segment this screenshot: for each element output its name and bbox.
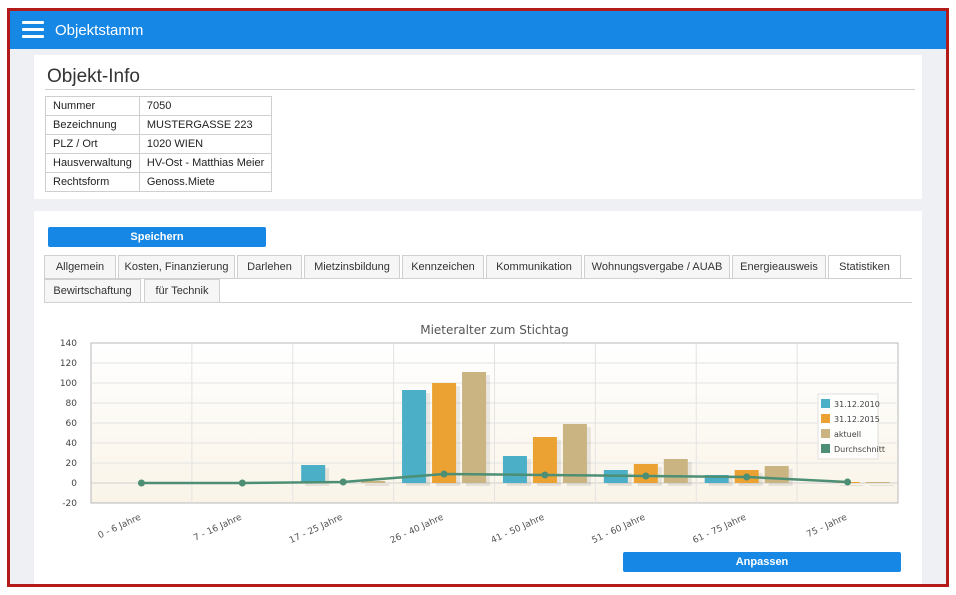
bar-shadow: [839, 485, 864, 486]
info-label: Rechtsform: [45, 172, 140, 192]
legend-swatch: [821, 414, 830, 423]
tab-fuer-technik[interactable]: für Technik: [144, 279, 220, 302]
info-label: Bezeichnung: [45, 115, 140, 135]
average-point: [339, 478, 347, 486]
divider: [44, 302, 912, 303]
info-value: 7050: [138, 96, 273, 116]
save-button[interactable]: Speichern: [48, 227, 266, 247]
tab-bewirtschaftung[interactable]: Bewirtschaftung: [44, 279, 141, 302]
y-tick-label: 100: [60, 379, 77, 389]
y-tick-label: 60: [66, 419, 78, 429]
x-tick-label: 51 - 60 Jahre: [591, 512, 648, 546]
app-frame: Objektstamm Objekt-Info Nummer 7050 Bezei…: [7, 8, 949, 587]
bar: [402, 390, 427, 483]
table-row: PLZ / Ort 1020 WIEN: [45, 134, 273, 154]
bar: [663, 459, 688, 483]
info-value: HV-Ost - Matthias Meier: [138, 153, 273, 173]
x-tick-label: 26 - 40 Jahre: [389, 512, 446, 546]
average-point: [238, 479, 246, 487]
divider: [45, 89, 915, 90]
tab-mietzinsbildung[interactable]: Mietzinsbildung: [304, 255, 400, 278]
average-line: [141, 472, 848, 485]
x-tick-label: 17 - 25 Jahre: [288, 512, 345, 546]
bar: [865, 482, 890, 483]
tab-wohnungsvergabe-auab[interactable]: Wohnungsvergabe / AUAB: [584, 255, 730, 278]
y-tick-label: 140: [60, 339, 77, 349]
table-row: Bezeichnung MUSTERGASSE 223: [45, 115, 273, 135]
legend-label: 31.12.2010: [834, 400, 880, 409]
table-row: Rechtsform Genoss.Miete: [45, 172, 273, 192]
age-statistics-chart: Mieteralter zum Stichtag 140 120 100 80 60 40 2…: [60, 323, 899, 546]
y-tick-label: 120: [60, 359, 77, 369]
bar: [502, 456, 527, 483]
y-tick-label: 40: [66, 439, 78, 449]
legend-label: aktuell: [834, 430, 861, 439]
object-info-card: Objekt-Info Nummer 7050 Bezeichnung MUSTER…: [34, 55, 922, 199]
bar: [361, 481, 386, 483]
x-tick-label: 75 - Jahre: [805, 512, 849, 540]
app-title: Objektstamm: [55, 22, 144, 39]
average-point: [137, 479, 145, 487]
y-tick-label: 80: [66, 399, 78, 409]
adjust-button[interactable]: Anpassen: [623, 552, 901, 572]
bar: [432, 383, 457, 483]
info-label: Nummer: [45, 96, 140, 116]
bar: [562, 424, 587, 483]
table-row: Hausverwaltung HV-Ost - Matthias Meier: [45, 153, 273, 173]
tab-kosten-finanzierung[interactable]: Kosten, Finanzierung: [118, 255, 235, 278]
divider: [44, 278, 912, 279]
x-tick-label: 0 - 6 Jahre: [97, 512, 144, 541]
statistics-card: Speichern Allgemein Kosten, Finanzierung…: [34, 211, 922, 584]
info-label: Hausverwaltung: [45, 153, 140, 173]
y-tick-label: -20: [62, 499, 77, 509]
bar-shadow: [365, 484, 390, 486]
bar-shadow: [869, 485, 894, 486]
legend-swatch: [821, 429, 830, 438]
legend-swatch: [821, 444, 830, 453]
info-label: PLZ / Ort: [45, 134, 140, 154]
average-point: [440, 470, 448, 478]
tab-energieausweis[interactable]: Energieausweis: [732, 255, 826, 278]
chart-title: Mieteralter zum Stichtag: [420, 323, 569, 337]
average-point: [541, 471, 549, 479]
legend-label: 31.12.2015: [834, 415, 880, 424]
tab-kommunikation[interactable]: Kommunikation: [486, 255, 582, 278]
tab-allgemein[interactable]: Allgemein: [44, 255, 116, 278]
hamburger-menu-icon[interactable]: [22, 21, 44, 39]
x-tick-label: 7 - 16 Jahre: [192, 512, 244, 543]
bar: [462, 372, 487, 483]
y-tick-label: 20: [66, 459, 78, 469]
tab-kennzeichen[interactable]: Kennzeichen: [402, 255, 484, 278]
bar: [704, 475, 729, 483]
y-tick-label: 0: [71, 479, 77, 489]
bar: [764, 466, 789, 483]
info-value: 1020 WIEN: [138, 134, 273, 154]
table-row: Nummer 7050: [45, 96, 273, 116]
object-info-title: Objekt-Info: [47, 66, 140, 87]
tab-bar: Allgemein Kosten, Finanzierung Darlehen …: [44, 255, 912, 303]
tab-darlehen[interactable]: Darlehen: [237, 255, 302, 278]
info-value: MUSTERGASSE 223: [138, 115, 273, 135]
average-point: [743, 473, 751, 481]
x-tick-label: 61 - 75 Jahre: [691, 512, 748, 546]
average-point: [844, 478, 852, 486]
top-bar: Objektstamm: [10, 11, 946, 49]
legend-swatch: [821, 399, 830, 408]
tab-statistiken[interactable]: Statistiken: [828, 255, 901, 279]
object-info-table: Nummer 7050 Bezeichnung MUSTERGASSE 223 PL…: [45, 96, 273, 192]
x-tick-label: 41 - 50 Jahre: [490, 512, 547, 546]
legend-label: Durchschnitt: [834, 445, 885, 454]
average-point: [642, 472, 650, 480]
info-value: Genoss.Miete: [138, 172, 273, 192]
bar: [301, 465, 326, 483]
